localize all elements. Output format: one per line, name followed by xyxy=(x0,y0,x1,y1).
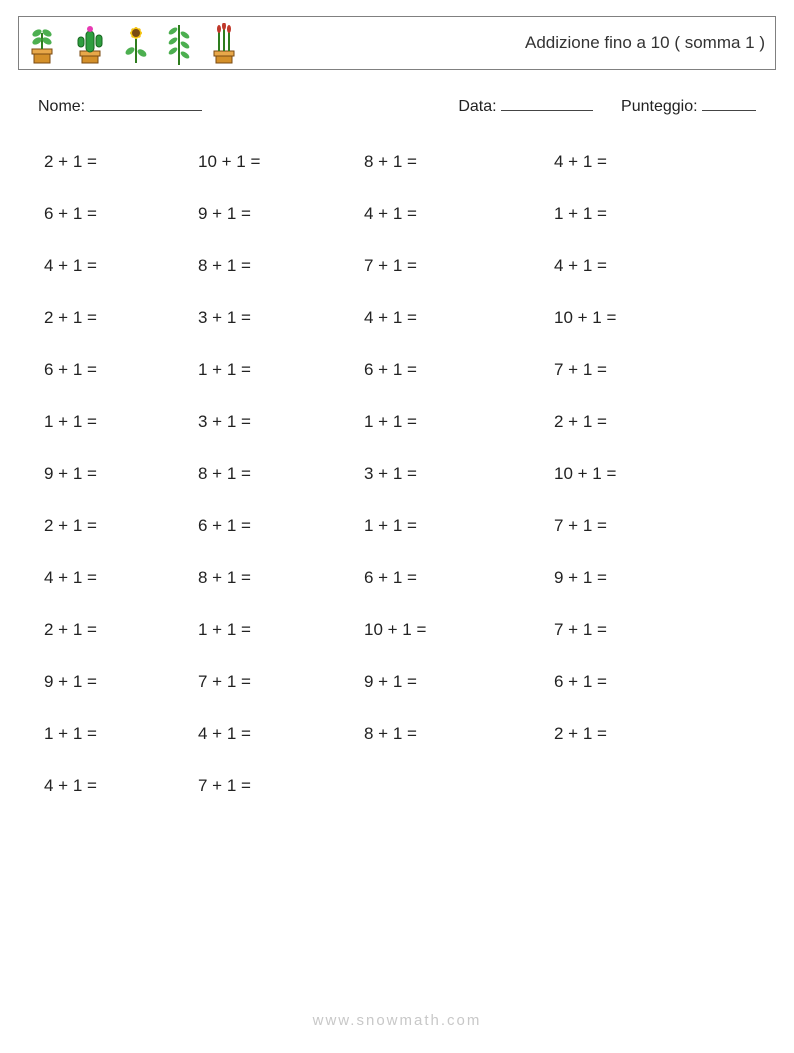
problem-cell: 8 + 1 = xyxy=(364,152,554,172)
reeds-pot-icon xyxy=(207,23,241,65)
problem-cell: 1 + 1 = xyxy=(364,412,554,432)
problem-cell: 6 + 1 = xyxy=(364,360,554,380)
problem-cell: 2 + 1 = xyxy=(44,516,198,536)
problem-cell: 7 + 1 = xyxy=(554,360,776,380)
problem-cell: 2 + 1 = xyxy=(44,620,198,640)
problem-cell: 6 + 1 = xyxy=(44,204,198,224)
header-icon-strip xyxy=(25,21,241,65)
problem-cell: 6 + 1 = xyxy=(198,516,364,536)
problem-cell: 10 + 1 = xyxy=(554,464,776,484)
worksheet-header: Addizione fino a 10 ( somma 1 ) xyxy=(18,16,776,70)
problem-cell: 8 + 1 = xyxy=(364,724,554,744)
problem-cell: 4 + 1 = xyxy=(554,256,776,276)
worksheet-title: Addizione fino a 10 ( somma 1 ) xyxy=(525,33,765,53)
problem-cell: 2 + 1 = xyxy=(44,152,198,172)
problem-cell: 4 + 1 = xyxy=(44,568,198,588)
problem-cell: 1 + 1 = xyxy=(44,724,198,744)
footer-url: www.snowmath.com xyxy=(0,1012,794,1029)
problem-cell: 9 + 1 = xyxy=(44,464,198,484)
problem-cell: 8 + 1 = xyxy=(198,256,364,276)
problem-cell: 9 + 1 = xyxy=(364,672,554,692)
date-blank[interactable] xyxy=(501,94,593,111)
problem-cell: 3 + 1 = xyxy=(364,464,554,484)
problem-cell xyxy=(554,776,776,796)
cactus-pot-icon xyxy=(73,25,107,65)
sunflower-icon xyxy=(121,23,151,65)
problem-cell: 9 + 1 = xyxy=(198,204,364,224)
problem-cell: 8 + 1 = xyxy=(198,464,364,484)
problem-cell: 2 + 1 = xyxy=(44,308,198,328)
problem-cell: 10 + 1 = xyxy=(554,308,776,328)
problem-cell: 7 + 1 = xyxy=(554,620,776,640)
problem-cell: 9 + 1 = xyxy=(554,568,776,588)
problem-cell: 3 + 1 = xyxy=(198,412,364,432)
sprout-pot-icon xyxy=(25,25,59,65)
problem-cell: 1 + 1 = xyxy=(554,204,776,224)
tall-plant-icon xyxy=(165,21,193,65)
date-field: Data: xyxy=(458,94,593,116)
problem-cell: 3 + 1 = xyxy=(198,308,364,328)
problem-cell: 1 + 1 = xyxy=(44,412,198,432)
problem-cell: 4 + 1 = xyxy=(44,776,198,796)
meta-row: Nome: Data: Punteggio: xyxy=(38,94,756,116)
problem-cell: 1 + 1 = xyxy=(198,360,364,380)
problem-cell xyxy=(364,776,554,796)
problem-cell: 2 + 1 = xyxy=(554,412,776,432)
problem-cell: 4 + 1 = xyxy=(364,308,554,328)
score-label: Punteggio: xyxy=(621,98,698,115)
problem-cell: 6 + 1 = xyxy=(44,360,198,380)
problem-cell: 1 + 1 = xyxy=(198,620,364,640)
problems-grid: 2 + 1 =10 + 1 =8 + 1 =4 + 1 =6 + 1 =9 + … xyxy=(44,152,776,796)
problem-cell: 7 + 1 = xyxy=(554,516,776,536)
problem-cell: 2 + 1 = xyxy=(554,724,776,744)
problem-cell: 6 + 1 = xyxy=(364,568,554,588)
date-label: Data: xyxy=(458,98,496,115)
problem-cell: 6 + 1 = xyxy=(554,672,776,692)
problem-cell: 10 + 1 = xyxy=(198,152,364,172)
problem-cell: 10 + 1 = xyxy=(364,620,554,640)
name-field: Nome: xyxy=(38,94,202,116)
problem-cell: 4 + 1 = xyxy=(364,204,554,224)
problem-cell: 7 + 1 = xyxy=(198,776,364,796)
problem-cell: 4 + 1 = xyxy=(554,152,776,172)
problem-cell: 4 + 1 = xyxy=(44,256,198,276)
score-field: Punteggio: xyxy=(621,94,756,116)
problem-cell: 8 + 1 = xyxy=(198,568,364,588)
name-blank[interactable] xyxy=(90,94,202,111)
name-label: Nome: xyxy=(38,98,85,115)
problem-cell: 4 + 1 = xyxy=(198,724,364,744)
problem-cell: 7 + 1 = xyxy=(198,672,364,692)
problem-cell: 1 + 1 = xyxy=(364,516,554,536)
score-blank[interactable] xyxy=(702,94,756,111)
problem-cell: 7 + 1 = xyxy=(364,256,554,276)
problem-cell: 9 + 1 = xyxy=(44,672,198,692)
